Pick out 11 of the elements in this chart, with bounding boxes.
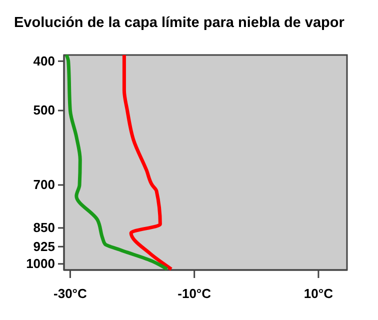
- y-tick-label: 500: [33, 102, 55, 118]
- y-tick-label: 700: [33, 177, 55, 192]
- y-tick-label: 850: [33, 220, 55, 236]
- x-tick-label: 10°C: [304, 286, 334, 301]
- chart-title: Evolución de la capa límite para niebla de vapor: [14, 15, 345, 31]
- line-series: [122, 53, 174, 271]
- x-tick-label: -10°C: [178, 286, 212, 301]
- y-tick-label: 400: [33, 53, 55, 68]
- y-tick-label: 925: [33, 238, 55, 254]
- y-tick-label: 1000: [26, 256, 55, 272]
- x-tick-label: -30°C: [54, 286, 88, 301]
